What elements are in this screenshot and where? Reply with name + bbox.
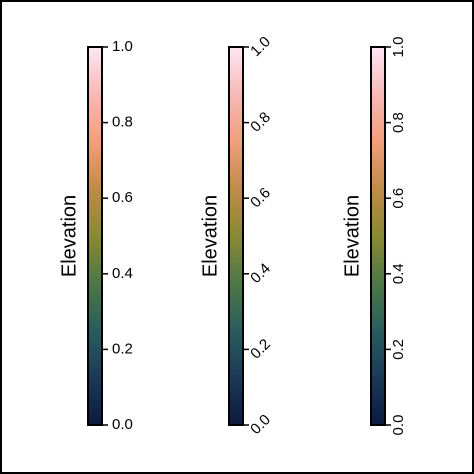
tick-label: 1.0	[112, 38, 133, 55]
tick-label: 0.0	[112, 416, 133, 433]
tick-label: 0.4	[390, 263, 407, 284]
tick-label: 0.6	[390, 188, 407, 209]
tick-label: 0.6	[112, 189, 133, 206]
tick-label: 0.8	[390, 112, 407, 133]
tick-label: 0.8	[112, 114, 133, 131]
colorbar	[87, 46, 103, 426]
tick-label: 1.0	[390, 37, 407, 58]
colorbar	[228, 46, 244, 426]
colorbar-label: Elevation	[341, 195, 363, 277]
colorbar-label: Elevation	[58, 195, 80, 277]
tick-label: 0.0	[390, 415, 407, 436]
colorbar	[370, 46, 386, 426]
tick-label: 0.2	[390, 339, 407, 360]
tick-label: 0.2	[112, 340, 133, 357]
tick-label: 0.4	[112, 265, 133, 282]
colorbar-label: Elevation	[199, 195, 221, 277]
